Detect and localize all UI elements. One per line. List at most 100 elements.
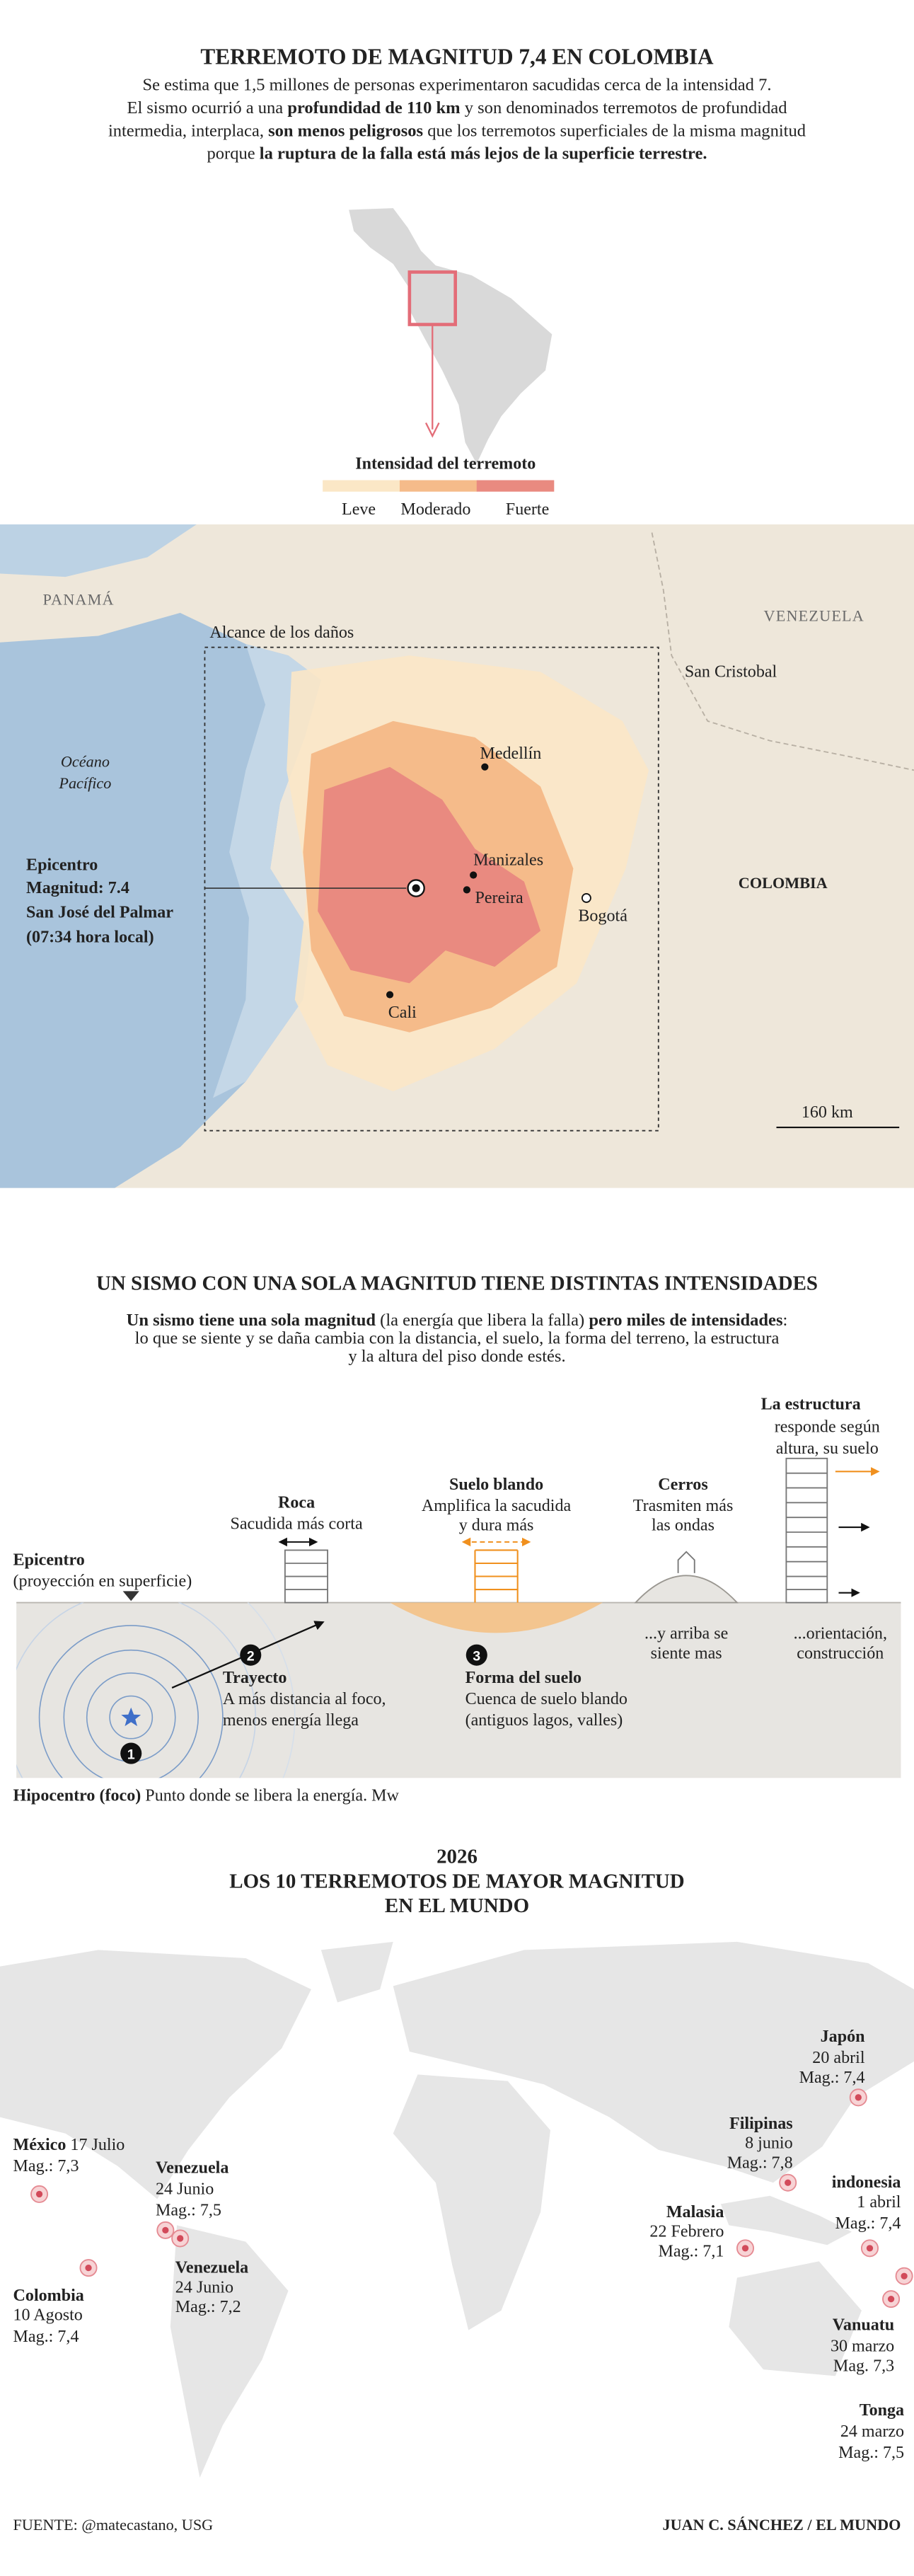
intro-text: porque [207, 144, 260, 163]
quake-date: 17 Julio [66, 2136, 125, 2154]
quake-place: México [13, 2136, 66, 2154]
quake-date: 8 junio [745, 2134, 793, 2153]
quake-dot [887, 2295, 895, 2303]
main-map: Alcance de los daños PANAMÁ VENEZUELA Sa… [0, 524, 914, 1188]
step-badge [240, 1644, 262, 1666]
section-title: LOS 10 TERREMOTOS DE MAYOR MAGNITUD [229, 1870, 684, 1892]
intro-text: : [782, 1311, 787, 1330]
diagram-label: altura, su suelo [776, 1439, 879, 1458]
wave [38, 1625, 224, 1778]
section-intro: lo que se siente y se daña cambia con la… [135, 1329, 780, 1348]
legend-swatch [399, 480, 478, 492]
intro-line: El sismo ocurrió a una profundidad de 11… [127, 98, 787, 117]
world-map [0, 1941, 914, 2478]
city-label: Medellín [480, 744, 541, 763]
damage-label: Alcance de los daños [209, 623, 354, 642]
intro-text: (la energía que libera la falla) [376, 1311, 589, 1330]
city-label: Pereira [475, 889, 523, 907]
quake-place: indonesia [832, 2173, 901, 2192]
legend-label: Moderado [400, 500, 470, 519]
footnote-text: Punto donde se libera la energía. Mw [141, 1787, 399, 1805]
hypocenter-star [121, 1707, 141, 1727]
legend: Intensidad del terremoto Leve Moderado F… [323, 454, 555, 519]
intro-text: El sismo ocurrió a una [127, 98, 287, 117]
epicenter-label: Epicentro [26, 856, 98, 875]
step-number: 3 [473, 1649, 480, 1664]
quake-magnitude: Mag. 7,3 [833, 2357, 894, 2375]
quake-label: México 17 Julio [13, 2136, 125, 2154]
hill-house [677, 1551, 695, 1573]
quake-magnitude: Mag.: 7,4 [13, 2328, 79, 2346]
intro-text: y son denominados terremotos de profundi… [461, 98, 787, 117]
greenland [320, 1941, 393, 2003]
quake-dot [741, 2245, 749, 2252]
epicenter-label: San José del Palmar [26, 904, 173, 922]
step-text: (antiguos lagos, valles) [465, 1711, 623, 1730]
intensity-section: UN SISMO CON UNA SOLA MAGNITUD TIENE DIS… [13, 1272, 901, 1805]
diagram-label: siente mas [651, 1644, 722, 1662]
wave [63, 1649, 199, 1778]
australia [729, 2261, 862, 2376]
city-label: San Cristobal [685, 662, 777, 681]
city-dot [481, 763, 489, 771]
quake-dot [177, 2235, 184, 2242]
quake-place: Venezuela [175, 2259, 248, 2277]
eurasia [393, 1941, 914, 2183]
footer: FUENTE: @matecastano, USG JUAN C. SÁNCHE… [13, 2516, 901, 2534]
epicenter-marker [122, 1591, 139, 1602]
quake-place: Tonga [860, 2401, 904, 2420]
step-text: A más distancia al foco, [223, 1690, 386, 1708]
islands [720, 2195, 852, 2246]
quake-place: Colombia [13, 2287, 84, 2305]
country-label: PANAMÁ [43, 590, 115, 608]
diagram-label: Roca [278, 1493, 315, 1512]
building-small [284, 1549, 329, 1604]
step-badge [465, 1644, 487, 1666]
intensity-strong [318, 766, 541, 984]
step-text: Cuenca de suelo blando [465, 1690, 627, 1708]
legend-title: Intensidad del terremoto [355, 454, 536, 473]
intro-bold: Un sismo tiene una sola magnitud [127, 1311, 376, 1330]
diagram-label: y dura más [459, 1517, 534, 1535]
border [651, 532, 914, 771]
diagram-label: ...orientación, [794, 1624, 887, 1643]
city-dot [470, 871, 478, 879]
intro-line: porque la ruptura de la falla está más l… [207, 144, 707, 163]
city-label: Cali [388, 1004, 417, 1022]
quake-magnitude: Mag.: 7,1 [658, 2242, 724, 2260]
quake-date: 24 Junio [156, 2180, 214, 2198]
quake-date: 20 abril [812, 2049, 865, 2067]
step-number: 1 [127, 1747, 135, 1763]
quake-points [30, 2088, 913, 2308]
quake-dot [901, 2272, 908, 2279]
building-tall [785, 1457, 828, 1604]
diagram-label: La estructura [761, 1395, 861, 1413]
diagram-label: (proyección en superficie) [13, 1572, 192, 1590]
soft-soil-basin [390, 1602, 603, 1633]
wave [16, 1602, 256, 1778]
epicenter-dot [412, 884, 420, 892]
intro-bold: son menos peligrosos [268, 121, 423, 140]
wave [109, 1695, 154, 1740]
diagram-label: Epicentro [13, 1551, 85, 1569]
intro-text: que los terremotos superficiales de la m… [423, 121, 806, 140]
quake-magnitude: Mag.: 7,5 [838, 2444, 904, 2462]
step-title: Forma del suelo [465, 1669, 582, 1687]
diagram-label: las ondas [652, 1517, 715, 1535]
quake-dot [35, 2190, 43, 2198]
city-dot [463, 886, 470, 894]
epicenter-label: (07:34 hora local) [26, 928, 154, 946]
intro-bold: la ruptura de la falla está más lejos de… [260, 144, 707, 163]
wave [247, 1602, 296, 1778]
quake-date: 22 Febrero [649, 2223, 724, 2241]
epicenter-label: Magnitud: 7.4 [26, 879, 129, 897]
city-label: Bogotá [578, 907, 627, 925]
hill [634, 1575, 739, 1604]
quake-magnitude: Mag.: 7,3 [13, 2157, 79, 2175]
legend-swatch [476, 480, 555, 492]
credit: JUAN C. SÁNCHEZ / EL MUNDO [662, 2516, 901, 2534]
city-label: Manizales [473, 851, 543, 870]
title: TERREMOTO DE MAGNITUD 7,4 EN COLOMBIA [200, 44, 714, 69]
quake-dot [85, 2264, 92, 2272]
damage-box [204, 646, 659, 1132]
